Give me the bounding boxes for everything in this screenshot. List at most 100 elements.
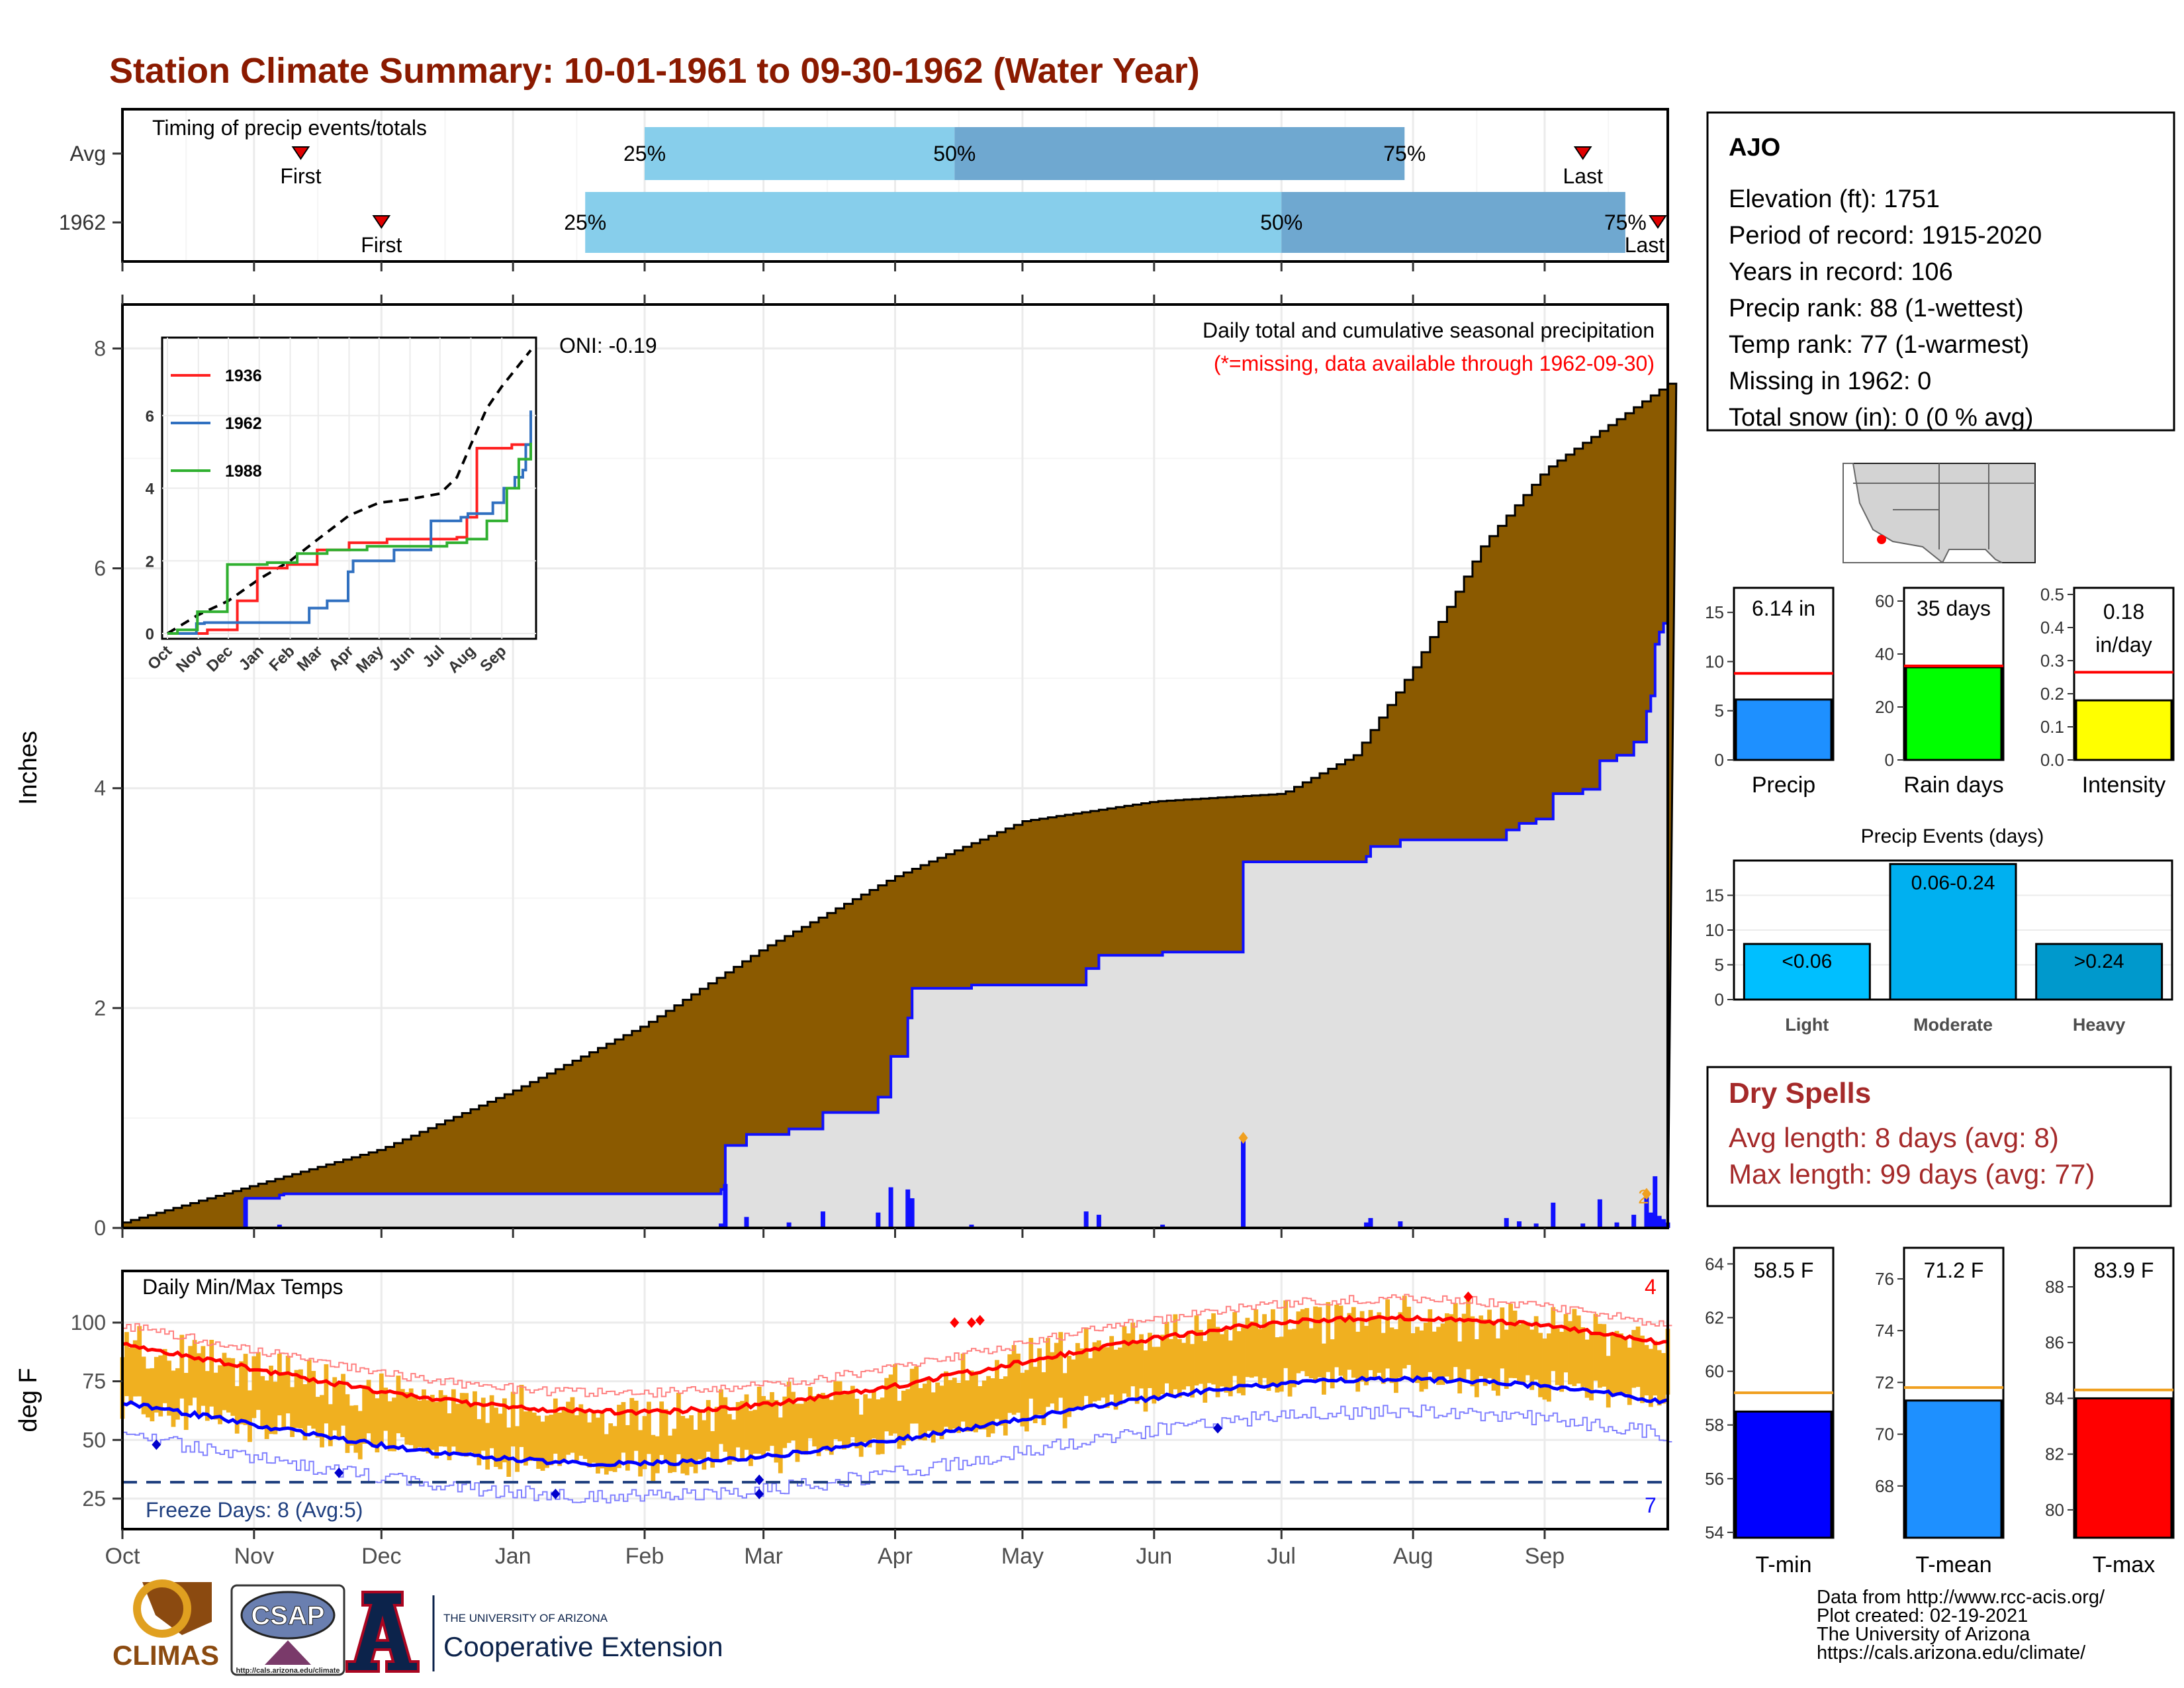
- precip-y-label: Inches: [15, 731, 42, 805]
- temp-day-bar: [1343, 1317, 1347, 1381]
- temp-day-bar: [710, 1430, 715, 1468]
- temp-day-bar: [1381, 1333, 1386, 1384]
- daily-precip-bar: [888, 1187, 893, 1228]
- mini-bar-y-tick-label: 0.3: [2040, 651, 2064, 671]
- temp-day-bar: [167, 1360, 171, 1416]
- temp-day-bar: [731, 1419, 737, 1462]
- timing-pct-label: 75%: [1604, 211, 1647, 234]
- dry-spells-title: Dry Spells: [1729, 1077, 1871, 1109]
- first-event-label: First: [361, 233, 402, 257]
- temp-day-bar: [1334, 1304, 1340, 1368]
- temp-day-bar: [956, 1383, 962, 1433]
- csap-logo-mountain: [265, 1640, 311, 1665]
- station-snow: Total snow (in): 0 (0 % avg): [1729, 404, 2033, 432]
- map-mexico: [1941, 549, 2003, 563]
- observed-cumulative-area: [122, 618, 1669, 1229]
- temp-day-bar: [1041, 1372, 1046, 1425]
- temp-day-bar: [128, 1347, 134, 1405]
- temp-day-bar: [1449, 1314, 1454, 1382]
- temp-day-bar: [1602, 1324, 1607, 1387]
- station-elevation: Elevation (ft): 1751: [1729, 185, 1940, 213]
- mini-bar-value-label: 35 days: [1917, 596, 1991, 620]
- temp-x-tick-label: Aug: [1393, 1544, 1433, 1569]
- mini-bar-y-tick-label: 15: [1705, 602, 1724, 622]
- temp-day-bar: [574, 1415, 579, 1461]
- precip-y-tick-label: 6: [94, 557, 106, 581]
- temp-day-bar: [1428, 1309, 1433, 1372]
- mini-bar-y-tick-label: 40: [1875, 644, 1894, 664]
- temp-day-bar: [1224, 1329, 1229, 1393]
- temp-day-bar: [1355, 1331, 1361, 1392]
- temp-day-bar: [519, 1384, 524, 1447]
- temp-day-bar: [209, 1340, 214, 1407]
- temp-day-bar: [744, 1394, 749, 1450]
- temp-day-bar: [1572, 1309, 1577, 1386]
- precip-corner-label: 2: [1638, 1186, 1649, 1208]
- temp-day-bar: [1105, 1347, 1110, 1408]
- temp-day-bar: [171, 1370, 176, 1427]
- mini-bar-y-tick-label: 0: [1715, 750, 1724, 770]
- precip-event-category-label: Heavy: [2073, 1015, 2126, 1035]
- precip-y-tick-label: 8: [94, 336, 106, 360]
- temp-day-bar: [1185, 1334, 1191, 1387]
- temp-day-bar: [400, 1389, 405, 1438]
- temp-bar-y-tick-label: 54: [1705, 1523, 1724, 1542]
- record-low-marker: [551, 1488, 561, 1499]
- map-region-outline: [1843, 463, 1944, 563]
- temp-day-bar: [349, 1405, 354, 1446]
- temp-day-bar: [553, 1398, 558, 1454]
- temp-day-bar: [909, 1368, 915, 1424]
- temp-day-bar: [183, 1372, 189, 1430]
- station-name: AJO: [1729, 134, 1780, 162]
- temp-day-bar: [188, 1346, 193, 1406]
- ua-logo-a: [345, 1591, 420, 1673]
- temp-bar-axis-label: T-min: [1756, 1552, 1812, 1577]
- temp-bar-y-tick-label: 62: [1705, 1307, 1724, 1327]
- temp-day-bar: [1529, 1329, 1535, 1390]
- mini-bar-y-tick-label: 0.4: [2040, 618, 2064, 637]
- temp-day-bar: [876, 1399, 881, 1455]
- precip-x-ticks: [121, 295, 1546, 1238]
- temp-day-bar: [1538, 1333, 1543, 1397]
- temp-day-bar: [239, 1361, 244, 1425]
- temp-x-tick-label: Mar: [744, 1544, 783, 1569]
- inset-legend: 1936 1962 1988: [171, 367, 262, 481]
- temp-day-bar: [320, 1395, 324, 1448]
- temp-day-bar: [1364, 1325, 1369, 1385]
- temp-day-bar: [948, 1380, 953, 1431]
- timing-row-label-avg: Avg: [69, 142, 106, 165]
- temp-day-bar: [1432, 1331, 1437, 1381]
- record-low-marker: [334, 1467, 344, 1478]
- temp-day-bar: [770, 1392, 774, 1446]
- daily-precip-bar: [820, 1211, 825, 1228]
- temp-day-bar: [702, 1420, 707, 1470]
- temp-day-bar: [1308, 1328, 1314, 1379]
- temp-day-bar: [1410, 1333, 1416, 1382]
- temp-day-bar: [404, 1392, 410, 1445]
- temp-day-bar: [1423, 1323, 1428, 1389]
- temp-y-tick-label: 50: [82, 1428, 106, 1452]
- precip-y-tick-label: 0: [94, 1216, 106, 1240]
- temp-bar-y-tick-label: 68: [1875, 1476, 1894, 1496]
- temp-day-bar: [1589, 1333, 1594, 1401]
- temp-day-bar: [150, 1368, 155, 1422]
- temp-day-bar: [1058, 1332, 1064, 1398]
- temp-day-bar: [1453, 1303, 1458, 1368]
- ua-small-text: THE UNIVERSITY OF ARIZONA: [443, 1612, 608, 1624]
- timing-panel: 25% 50% 75% First Last 25% 50% 75% First Last Tim…: [59, 108, 1669, 271]
- temp-bar-y-tick-label: 82: [2045, 1444, 2064, 1464]
- temp-day-bar: [1190, 1344, 1195, 1398]
- temp-x-axis: Oct Nov Dec Jan Feb Mar Apr May Jun Jul Aug Sep: [105, 1529, 1565, 1569]
- temp-day-bar: [443, 1395, 447, 1447]
- ua-logo: THE UNIVERSITY OF ARIZONA Cooperative Ex…: [345, 1591, 723, 1673]
- mini-bar-y-tick-label: 0.0: [2040, 750, 2064, 770]
- credit-data-source: Data from http://www.rcc-acis.org/: [1817, 1587, 2105, 1608]
- temp-day-bar: [540, 1421, 545, 1471]
- mini-bar-charts: 0 5 10 15 6.14 in Precip 0 20 40 60 35 days Rain da…: [1705, 585, 2175, 798]
- events-y-tick-label: 5: [1715, 955, 1724, 975]
- csap-logo-text: CSAP: [251, 1601, 324, 1630]
- temp-bar-value: [1905, 1399, 2003, 1539]
- temp-day-bar: [1253, 1309, 1259, 1377]
- temp-day-bar: [1368, 1309, 1373, 1370]
